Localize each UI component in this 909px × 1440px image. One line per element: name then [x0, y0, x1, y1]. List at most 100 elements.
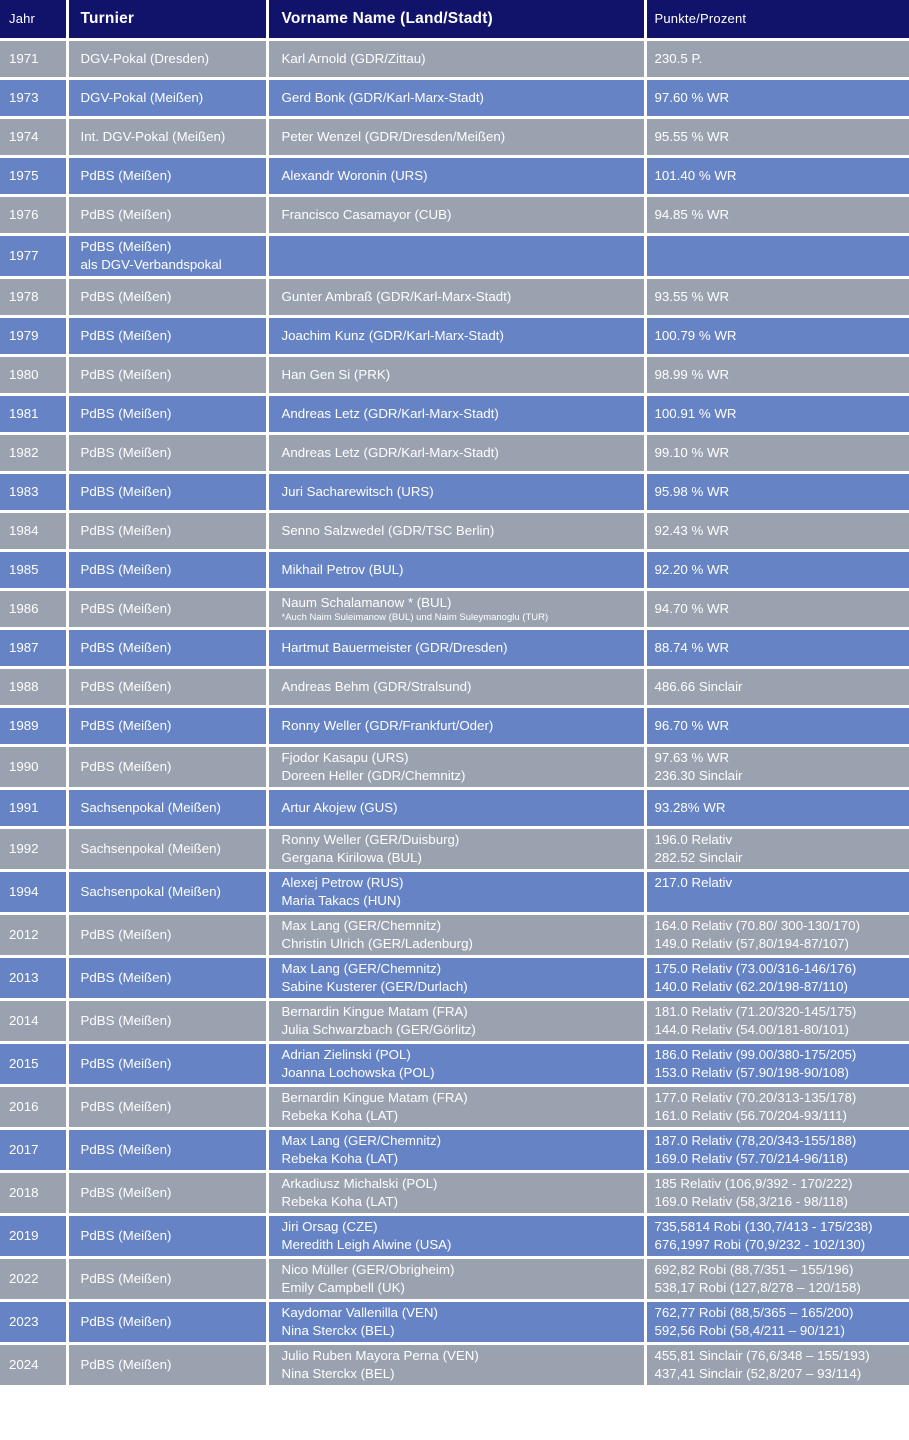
points-cell: 97.60 % WR [643, 76, 909, 119]
cell-line: DGV-Pokal (Meißen) [80, 89, 204, 105]
athlete-cell: Fjodor Kasapu (URS) Doreen Heller (GDR/Ch… [265, 743, 647, 790]
athlete-cell: Joachim Kunz (GDR/Karl-Marx-Stadt) [265, 314, 647, 357]
cell-line: Peter Wenzel (GDR/Dresden/Meißen) [281, 128, 506, 144]
cell-line: Maria Takacs (HUN) [281, 892, 401, 908]
year-cell: 2018 [0, 1169, 69, 1216]
cell-line: PdBS (Meißen) [80, 678, 172, 694]
cell-line: PdBS (Meißen) [80, 522, 172, 538]
cell-line: Alexej Petrow (RUS) [281, 874, 404, 890]
cell-line: Artur Akojew (GUS) [281, 799, 398, 815]
athlete-cell: Max Lang (GER/Chemnitz) Sabine Kusterer (… [265, 954, 647, 1001]
year-cell: 1974 [0, 115, 69, 158]
cell-line: Rebeka Koha (LAT) [281, 1107, 399, 1123]
athlete-cell: Alexandr Woronin (URS) [265, 154, 647, 197]
cell-line: 95.98 % WR [654, 483, 730, 499]
athlete-cell: Francisco Casamayor (CUB) [265, 193, 647, 236]
cell-line: PdBS (Meißen) [80, 366, 172, 382]
cell-line: Gerd Bonk (GDR/Karl-Marx-Stadt) [281, 89, 484, 105]
table-row: 1980 PdBS (Meißen) Han Gen Si (PRK) 98.99 %… [0, 353, 909, 396]
points-cell: 96.70 % WR [643, 704, 909, 747]
cell-line: 692,82 Robi (88,7/351 – 155/196) [654, 1261, 854, 1277]
column-header-name: Vorname Name (Land/Stadt) [265, 0, 647, 41]
year-cell: 1971 [0, 37, 69, 80]
points-cell: 95.55 % WR [643, 115, 909, 158]
athlete-cell: Kaydomar Vallenilla (VEN) Nina Sterckx (B… [265, 1298, 647, 1345]
cell-line: Meredith Leigh Alwine (USA) [281, 1236, 452, 1252]
column-header-turnier: Turnier [65, 0, 269, 41]
year-cell: 1983 [0, 470, 69, 513]
cell-line: Andreas Letz (GDR/Karl-Marx-Stadt) [281, 405, 499, 421]
cell-line: PdBS (Meißen) [80, 167, 172, 183]
table-row: 2017 PdBS (Meißen) Max Lang (GER/Chemnitz)… [0, 1126, 909, 1173]
cell-line: 97.63 % WR [654, 749, 730, 765]
year-cell: 1988 [0, 665, 69, 708]
athlete-cell: Bernardin Kingue Matam (FRA) Rebeka Koha … [265, 1083, 647, 1130]
table-row: 1975 PdBS (Meißen) Alexandr Woronin (URS) 1… [0, 154, 909, 197]
cell-line: Andreas Behm (GDR/Stralsund) [281, 678, 472, 694]
table-row: 2012 PdBS (Meißen) Max Lang (GER/Chemnitz)… [0, 911, 909, 958]
table-row: 2015 PdBS (Meißen) Adrian Zielinski (POL) J… [0, 1040, 909, 1087]
cell-line: Bernardin Kingue Matam (FRA) [281, 1089, 468, 1105]
points-cell: 187.0 Relativ (78,20/343-155/188) 169.0 R… [643, 1126, 909, 1173]
cell-line: 217.0 Relativ [654, 874, 733, 890]
tournament-cell: PdBS (Meißen) [65, 997, 269, 1044]
table-row: 1971 DGV-Pokal (Dresden) Karl Arnold (GDR/… [0, 37, 909, 80]
points-cell: 98.99 % WR [643, 353, 909, 396]
cell-line: 100.91 % WR [654, 405, 737, 421]
tournament-cell: PdBS (Meißen) [65, 704, 269, 747]
cell-line: Christin Ulrich (GER/Ladenburg) [281, 935, 473, 951]
year-cell: 1989 [0, 704, 69, 747]
tournament-cell: PdBS (Meißen) [65, 548, 269, 591]
tournament-cell: PdBS (Meißen) [65, 1298, 269, 1345]
cell-line: 98.99 % WR [654, 366, 730, 382]
tournament-cell: PdBS (Meißen) [65, 626, 269, 669]
year-cell: 2017 [0, 1126, 69, 1173]
cell-line: PdBS (Meißen) [80, 600, 172, 616]
cell-line: PdBS (Meißen) [80, 1313, 172, 1329]
tournament-cell: PdBS (Meißen) [65, 1040, 269, 1087]
cell-line: Kaydomar Vallenilla (VEN) [281, 1304, 438, 1320]
tournament-cell: PdBS (Meißen) [65, 587, 269, 630]
cell-line: Karl Arnold (GDR/Zittau) [281, 50, 426, 66]
tournament-cell: PdBS (Meißen) [65, 314, 269, 357]
cell-line: Naum Schalamanow * (BUL) [281, 595, 452, 610]
cell-line: 93.55 % WR [654, 288, 730, 304]
cell-line: PdBS (Meißen) [80, 758, 172, 774]
cell-line: Juri Sacharewitsch (URS) [281, 483, 434, 499]
year-cell: 1987 [0, 626, 69, 669]
points-cell: 217.0 Relativ [643, 868, 909, 915]
cell-line: Sachsenpokal (Meißen) [80, 883, 221, 899]
cell-line: PdBS (Meißen) [80, 1012, 172, 1028]
cell-line: Fjodor Kasapu (URS) [281, 749, 409, 765]
table-row: 1976 PdBS (Meißen) Francisco Casamayor (CU… [0, 193, 909, 236]
table-row: 1974 Int. DGV-Pokal (Meißen) Peter Wenzel … [0, 115, 909, 158]
table-body: 1971 DGV-Pokal (Dresden) Karl Arnold (GDR/… [0, 37, 909, 1385]
tournament-cell: DGV-Pokal (Meißen) [65, 76, 269, 119]
points-cell: 93.28% WR [643, 786, 909, 829]
table-row: 1984 PdBS (Meißen) Senno Salzwedel (GDR/TS… [0, 509, 909, 552]
tournament-cell: PdBS (Meißen) [65, 275, 269, 318]
cell-line: Joanna Lochowska (POL) [281, 1064, 435, 1080]
cell-line: Andreas Letz (GDR/Karl-Marx-Stadt) [281, 444, 499, 460]
points-cell: 175.0 Relativ (73.00/316-146/176) 140.0 R… [643, 954, 909, 1001]
table-row: 1994 Sachsenpokal (Meißen) Alexej Petrow (… [0, 868, 909, 915]
year-cell: 2015 [0, 1040, 69, 1087]
year-cell: 1982 [0, 431, 69, 474]
athlete-cell: Gunter Ambraß (GDR/Karl-Marx-Stadt) [265, 275, 647, 318]
table-row: 2016 PdBS (Meißen) Bernardin Kingue Matam … [0, 1083, 909, 1130]
cell-line: 735,5814 Robi (130,7/413 - 175/238) [654, 1218, 873, 1234]
cell-line: 676,1997 Robi (70,9/232 - 102/130) [654, 1236, 866, 1252]
year-cell: 1984 [0, 509, 69, 552]
cell-line: PdBS (Meißen) [80, 1055, 172, 1071]
table-row: 1990 PdBS (Meißen) Fjodor Kasapu (URS) Dore… [0, 743, 909, 790]
tournament-cell: PdBS (Meißen) [65, 1212, 269, 1259]
cell-line: 96.70 % WR [654, 717, 730, 733]
cell-line: 92.43 % WR [654, 522, 730, 538]
cell-line: Int. DGV-Pokal (Meißen) [80, 128, 226, 144]
cell-line: Joachim Kunz (GDR/Karl-Marx-Stadt) [281, 327, 504, 343]
athlete-cell: Jiri Orsag (CZE) Meredith Leigh Alwine (U… [265, 1212, 647, 1259]
points-cell: 94.85 % WR [643, 193, 909, 236]
year-cell: 1994 [0, 868, 69, 915]
cell-line: Doreen Heller (GDR/Chemnitz) [281, 767, 466, 783]
cell-line: PdBS (Meißen) [80, 639, 172, 655]
